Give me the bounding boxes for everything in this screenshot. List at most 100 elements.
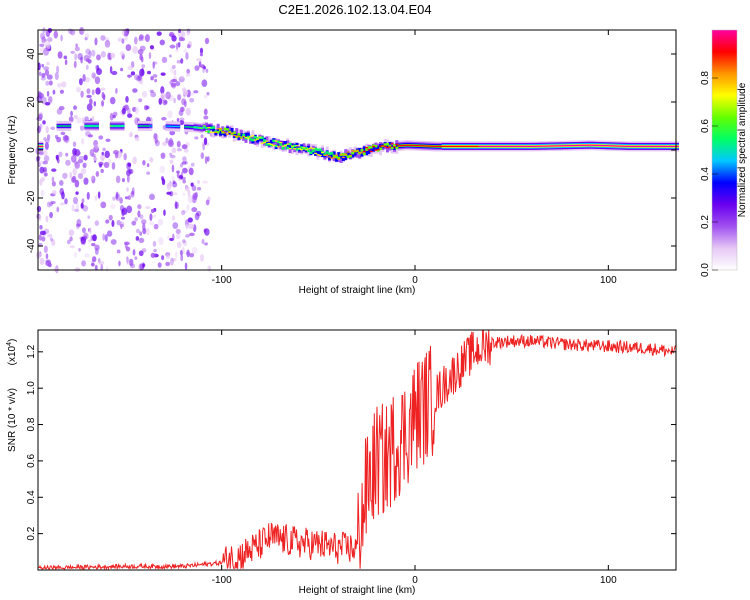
noise-speck: [141, 219, 147, 225]
noise-speck: [149, 213, 153, 222]
noise-speck: [137, 204, 142, 210]
ridge-cell: [265, 136, 269, 144]
noise-speck: [157, 218, 164, 226]
ridge-cell: [212, 131, 215, 133]
ridge-cell: [448, 145, 452, 147]
noise-speck: [134, 106, 140, 115]
ridge-cell: [569, 145, 573, 147]
ridge-cell: [583, 144, 587, 146]
noise-speck: [82, 227, 86, 234]
ridge-cell: [114, 125, 118, 127]
noise-speck: [106, 230, 113, 237]
ridge-cell: [244, 136, 248, 140]
noise-speck: [39, 43, 45, 47]
ridge-cell: [562, 145, 566, 147]
ridge-cell: [485, 145, 489, 147]
ridge-cell: [328, 155, 331, 160]
ridge-cell: [216, 123, 220, 131]
ridge-cell: [627, 145, 631, 147]
colorbar-gradient: [712, 30, 737, 270]
noise-speck: [153, 223, 159, 230]
noise-speck: [64, 198, 68, 205]
ridge-cell: [351, 153, 355, 158]
ridge-cell: [399, 145, 403, 147]
noise-speck: [93, 73, 96, 80]
noise-speck: [76, 86, 81, 93]
noise-speck: [43, 245, 48, 254]
noise-speck: [183, 148, 189, 153]
ridge-cell: [205, 130, 209, 133]
ridge-cell: [218, 128, 222, 132]
noise-speck: [48, 96, 53, 104]
ridge-cell: [295, 148, 299, 151]
ridge-cell: [339, 154, 343, 159]
noise-speck: [123, 33, 129, 37]
ridge-cell: [652, 145, 656, 147]
noise-speck: [45, 215, 49, 223]
ridge-cell: [309, 147, 313, 149]
noise-speck: [80, 90, 84, 98]
noise-speck: [91, 72, 96, 79]
noise-speck: [43, 66, 50, 71]
ridge-cell: [395, 143, 399, 148]
noise-speck: [96, 54, 101, 61]
ridge-cell: [348, 155, 352, 158]
noise-speck: [132, 106, 137, 112]
noise-speck: [128, 258, 134, 267]
noise-speck: [72, 168, 77, 176]
ridge-cell: [230, 127, 234, 133]
noise-speck: [84, 36, 88, 41]
ridge-cell: [599, 144, 603, 147]
noise-speck: [147, 70, 151, 75]
noise-speck: [59, 180, 64, 186]
noise-speck: [70, 154, 77, 163]
noise-speck: [80, 236, 86, 245]
noise-speck: [162, 99, 168, 106]
noise-speck: [74, 46, 80, 52]
noise-speck: [185, 234, 190, 238]
noise-speck: [169, 159, 174, 164]
noise-speck: [86, 94, 92, 99]
noise-speck: [171, 147, 177, 154]
noise-speck: [100, 168, 104, 174]
ridge-cell: [337, 156, 341, 160]
ridge-cell: [457, 145, 461, 147]
noise-speck: [198, 61, 202, 68]
ridge-cell: [200, 127, 204, 129]
ridge-cell: [386, 147, 389, 149]
ridge-cell: [362, 150, 366, 153]
ridge-cell: [557, 145, 561, 147]
noise-speck: [174, 201, 178, 209]
noise-speck: [180, 106, 185, 113]
noise-speck: [142, 159, 146, 166]
ridge-cell: [184, 126, 188, 128]
ridge-cell: [290, 145, 294, 147]
ridge-cell: [325, 151, 329, 154]
noise-speck: [169, 154, 176, 159]
colorbar-frame: [711, 29, 738, 271]
ridge-cell: [578, 144, 582, 147]
ridge-cell: [165, 125, 169, 127]
ridge-cell: [555, 145, 559, 147]
ridge-cell: [281, 147, 285, 150]
noise-speck: [136, 75, 142, 82]
ridge-cell: [478, 145, 482, 147]
ridge-cell: [270, 143, 273, 147]
ridge-cell: [434, 145, 438, 147]
ridge-cell: [344, 149, 348, 157]
noise-speck: [168, 137, 174, 146]
spectrogram-y-axis: -40 -20 0 20 40: [26, 48, 676, 253]
noise-speck: [137, 210, 141, 218]
noise-speck: [193, 90, 199, 94]
ridge-cell: [541, 145, 545, 147]
ridge-cell: [671, 145, 675, 147]
noise-speck: [194, 65, 200, 71]
snr-scale-base: (x10: [7, 345, 18, 365]
ridge-cell: [84, 125, 88, 127]
noise-speck: [75, 43, 78, 48]
ridge-cell: [367, 146, 371, 149]
noise-speck: [64, 135, 69, 141]
noise-speck: [61, 191, 65, 200]
ridge-cell: [439, 145, 443, 147]
noise-speck: [172, 222, 179, 230]
